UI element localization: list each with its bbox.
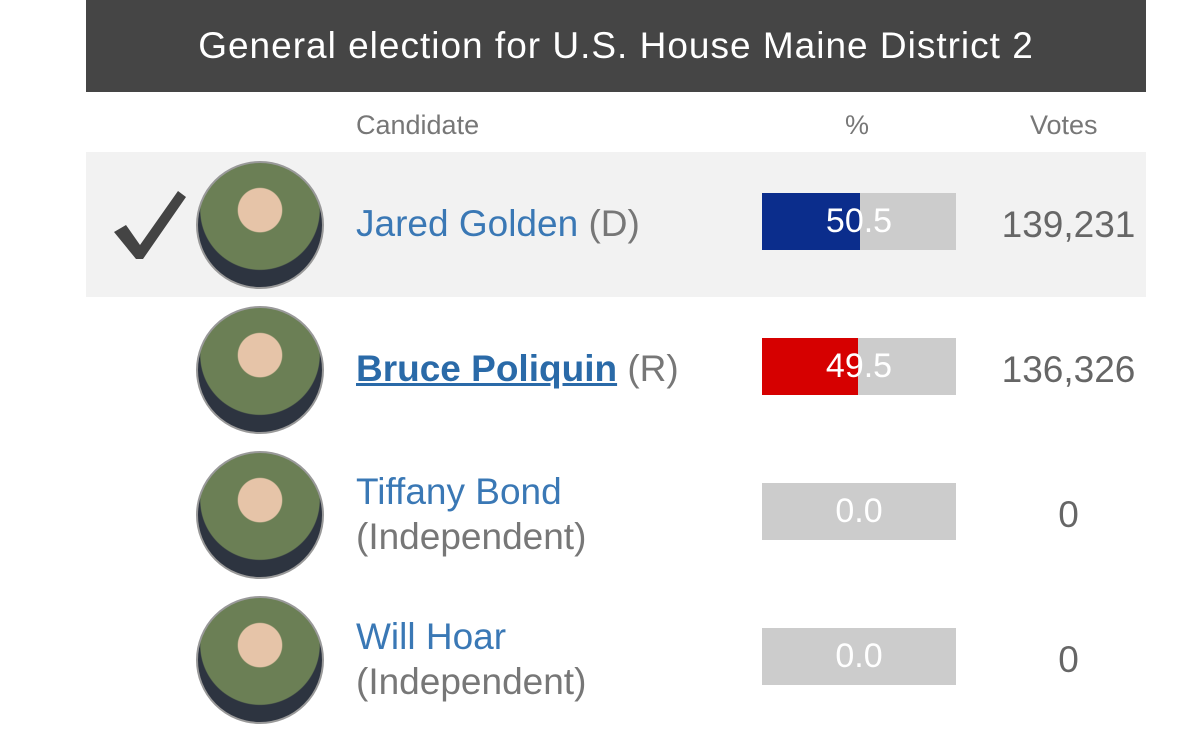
candidate-row: Bruce Poliquin (R) 49.5 136,326 xyxy=(86,297,1146,442)
name-wrap: Bruce Poliquin (R) xyxy=(356,347,679,391)
votes: 0 xyxy=(1058,638,1079,680)
candidate-row: Will Hoar (Independent) 0.0 0 xyxy=(86,587,1146,732)
candidate-name: Tiffany Bond (Independent) xyxy=(356,442,746,587)
candidate-name: Will Hoar (Independent) xyxy=(356,587,746,732)
candidate-name: Jared Golden (D) xyxy=(356,152,746,297)
candidate-photo xyxy=(196,451,324,579)
party: (D) xyxy=(588,203,640,245)
pct-bar: 50.5 xyxy=(762,193,956,250)
party: (Independent) xyxy=(356,660,587,702)
name-wrap: Tiffany Bond (Independent) xyxy=(356,470,746,559)
pct-label: 0.0 xyxy=(835,637,883,675)
candidate-row: Jared Golden (D) 50.5 139,231 xyxy=(86,152,1146,297)
votes: 0 xyxy=(1058,493,1079,535)
candidate-name: Bruce Poliquin (R) xyxy=(356,297,746,442)
pct-label: 49.5 xyxy=(825,347,893,385)
column-header: Candidate xyxy=(356,110,480,140)
votes: 139,231 xyxy=(1001,203,1136,245)
name-wrap: Will Hoar (Independent) xyxy=(356,615,746,704)
candidate-link[interactable]: Bruce Poliquin xyxy=(356,348,618,390)
candidate-row: Tiffany Bond (Independent) 0.0 0 xyxy=(86,442,1146,587)
column-header: Votes xyxy=(1030,110,1098,140)
candidate-photo xyxy=(196,306,324,434)
candidate-photo xyxy=(196,161,324,289)
candidate-link: Will Hoar xyxy=(356,616,507,658)
pct-fill xyxy=(762,193,860,250)
column-header: % xyxy=(845,110,870,140)
title-bar: General election for U.S. House Maine Di… xyxy=(86,0,1146,92)
votes: 136,326 xyxy=(1001,348,1136,390)
name-wrap: Jared Golden (D) xyxy=(356,202,640,246)
pct-label: 0.0 xyxy=(835,492,883,530)
party: (Independent) xyxy=(356,515,587,557)
candidate-link: Tiffany Bond xyxy=(356,471,562,513)
winner-check xyxy=(114,191,186,259)
candidate-link: Jared Golden xyxy=(356,203,579,245)
party: (R) xyxy=(627,348,679,390)
pct-bar: 0.0 xyxy=(762,483,956,540)
pct-label: 50.5 xyxy=(825,202,893,240)
pct-bar: 0.0 xyxy=(762,628,956,685)
pct-bar: 49.5 xyxy=(762,338,956,395)
candidate-photo xyxy=(196,596,324,724)
pct-fill xyxy=(762,338,859,395)
